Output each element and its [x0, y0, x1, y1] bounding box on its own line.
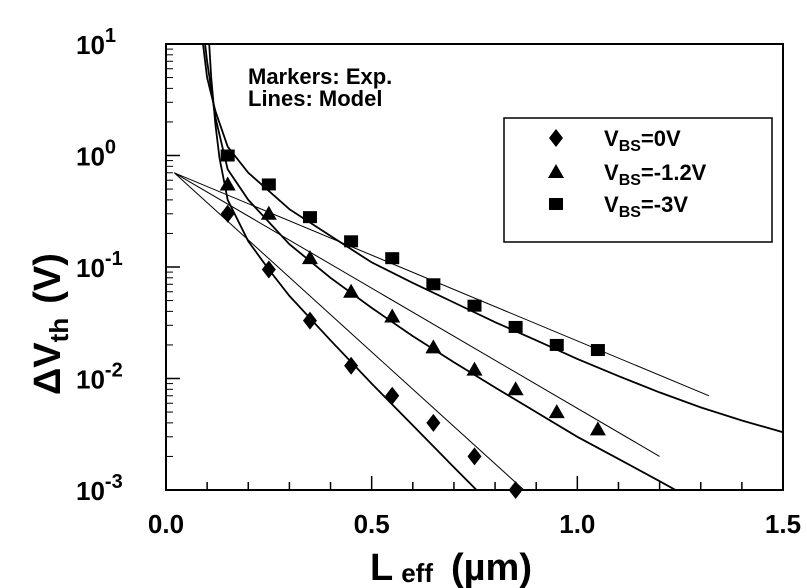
y-tick-label: 100 — [76, 137, 116, 172]
legend: VBS=0V VBS=-1.2V VBS=-3V — [503, 117, 773, 243]
model-lines — [173, 44, 783, 490]
y-tick-label: 10-1 — [76, 248, 123, 283]
triangle-marker — [466, 361, 483, 376]
legend-label: VBS=-3V — [604, 192, 688, 221]
model-line — [173, 172, 660, 457]
diamond-marker — [344, 356, 359, 375]
x-tick-label: 0.5 — [354, 509, 390, 539]
x-tick-label: 1.0 — [559, 509, 595, 539]
diamond-marker — [261, 260, 276, 279]
diamond-marker — [302, 311, 317, 330]
triangle-marker — [589, 421, 606, 436]
triangle-marker — [219, 176, 236, 191]
model-line — [173, 172, 525, 490]
diamond-marker — [467, 447, 482, 466]
legend-diamond-marker — [549, 129, 563, 147]
y-tick-labels: 10-3 10-2 10-1 100 101 — [76, 25, 123, 506]
square-marker — [344, 235, 359, 248]
x-tick-labels: 0.0 0.5 1.0 1.5 — [148, 509, 801, 539]
axis-ticks — [165, 43, 784, 491]
triangle-marker — [548, 404, 565, 419]
y-axis-label-sub: th — [44, 318, 74, 343]
x-tick-label: 1.5 — [765, 509, 801, 539]
square-marker — [261, 178, 276, 191]
plot-frame — [165, 43, 784, 491]
y-axis-label-unit: (V) — [27, 253, 69, 304]
diamond-marker — [220, 204, 235, 223]
square-marker — [385, 252, 400, 265]
model-line — [208, 44, 478, 490]
square-marker — [302, 211, 317, 224]
square-marker — [549, 338, 564, 351]
square-marker — [590, 344, 605, 357]
diamond-marker — [426, 413, 441, 432]
triangle-marker — [425, 339, 442, 354]
legend-label: VBS=0V — [604, 126, 681, 155]
triangle-marker — [301, 250, 318, 265]
legend-box — [503, 117, 773, 243]
x-axis-label-main: L — [370, 547, 393, 588]
triangle-marker — [507, 381, 524, 396]
y-tick-label: 101 — [76, 25, 116, 60]
x-axis-label-unit: (µm) — [451, 547, 532, 588]
y-axis-label-main: ΔV — [27, 342, 69, 395]
model-line — [204, 44, 678, 490]
square-marker — [426, 278, 441, 291]
square-marker — [220, 149, 235, 162]
legend-triangle-marker — [548, 164, 564, 178]
triangle-marker — [343, 283, 360, 298]
square-marker — [467, 299, 482, 312]
y-axis-label: ΔVth (V) — [27, 253, 74, 395]
x-tick-label: 0.0 — [148, 509, 184, 539]
legend-label: VBS=-1.2V — [604, 160, 707, 189]
annotation-lines: Lines: Model — [248, 86, 382, 111]
annotation-markers: Markers: Exp. — [248, 64, 392, 89]
model-line — [202, 44, 783, 434]
square-marker — [508, 320, 523, 333]
model-line — [174, 172, 710, 397]
diamond-marker — [385, 386, 400, 405]
data-markers — [219, 149, 606, 499]
legend-square-marker — [549, 198, 563, 210]
x-axis-label-sub: eff — [401, 558, 433, 588]
triangle-marker — [260, 205, 277, 220]
y-tick-label: 10-3 — [76, 471, 123, 506]
triangle-marker — [384, 308, 401, 323]
y-tick-label: 10-2 — [76, 360, 123, 395]
